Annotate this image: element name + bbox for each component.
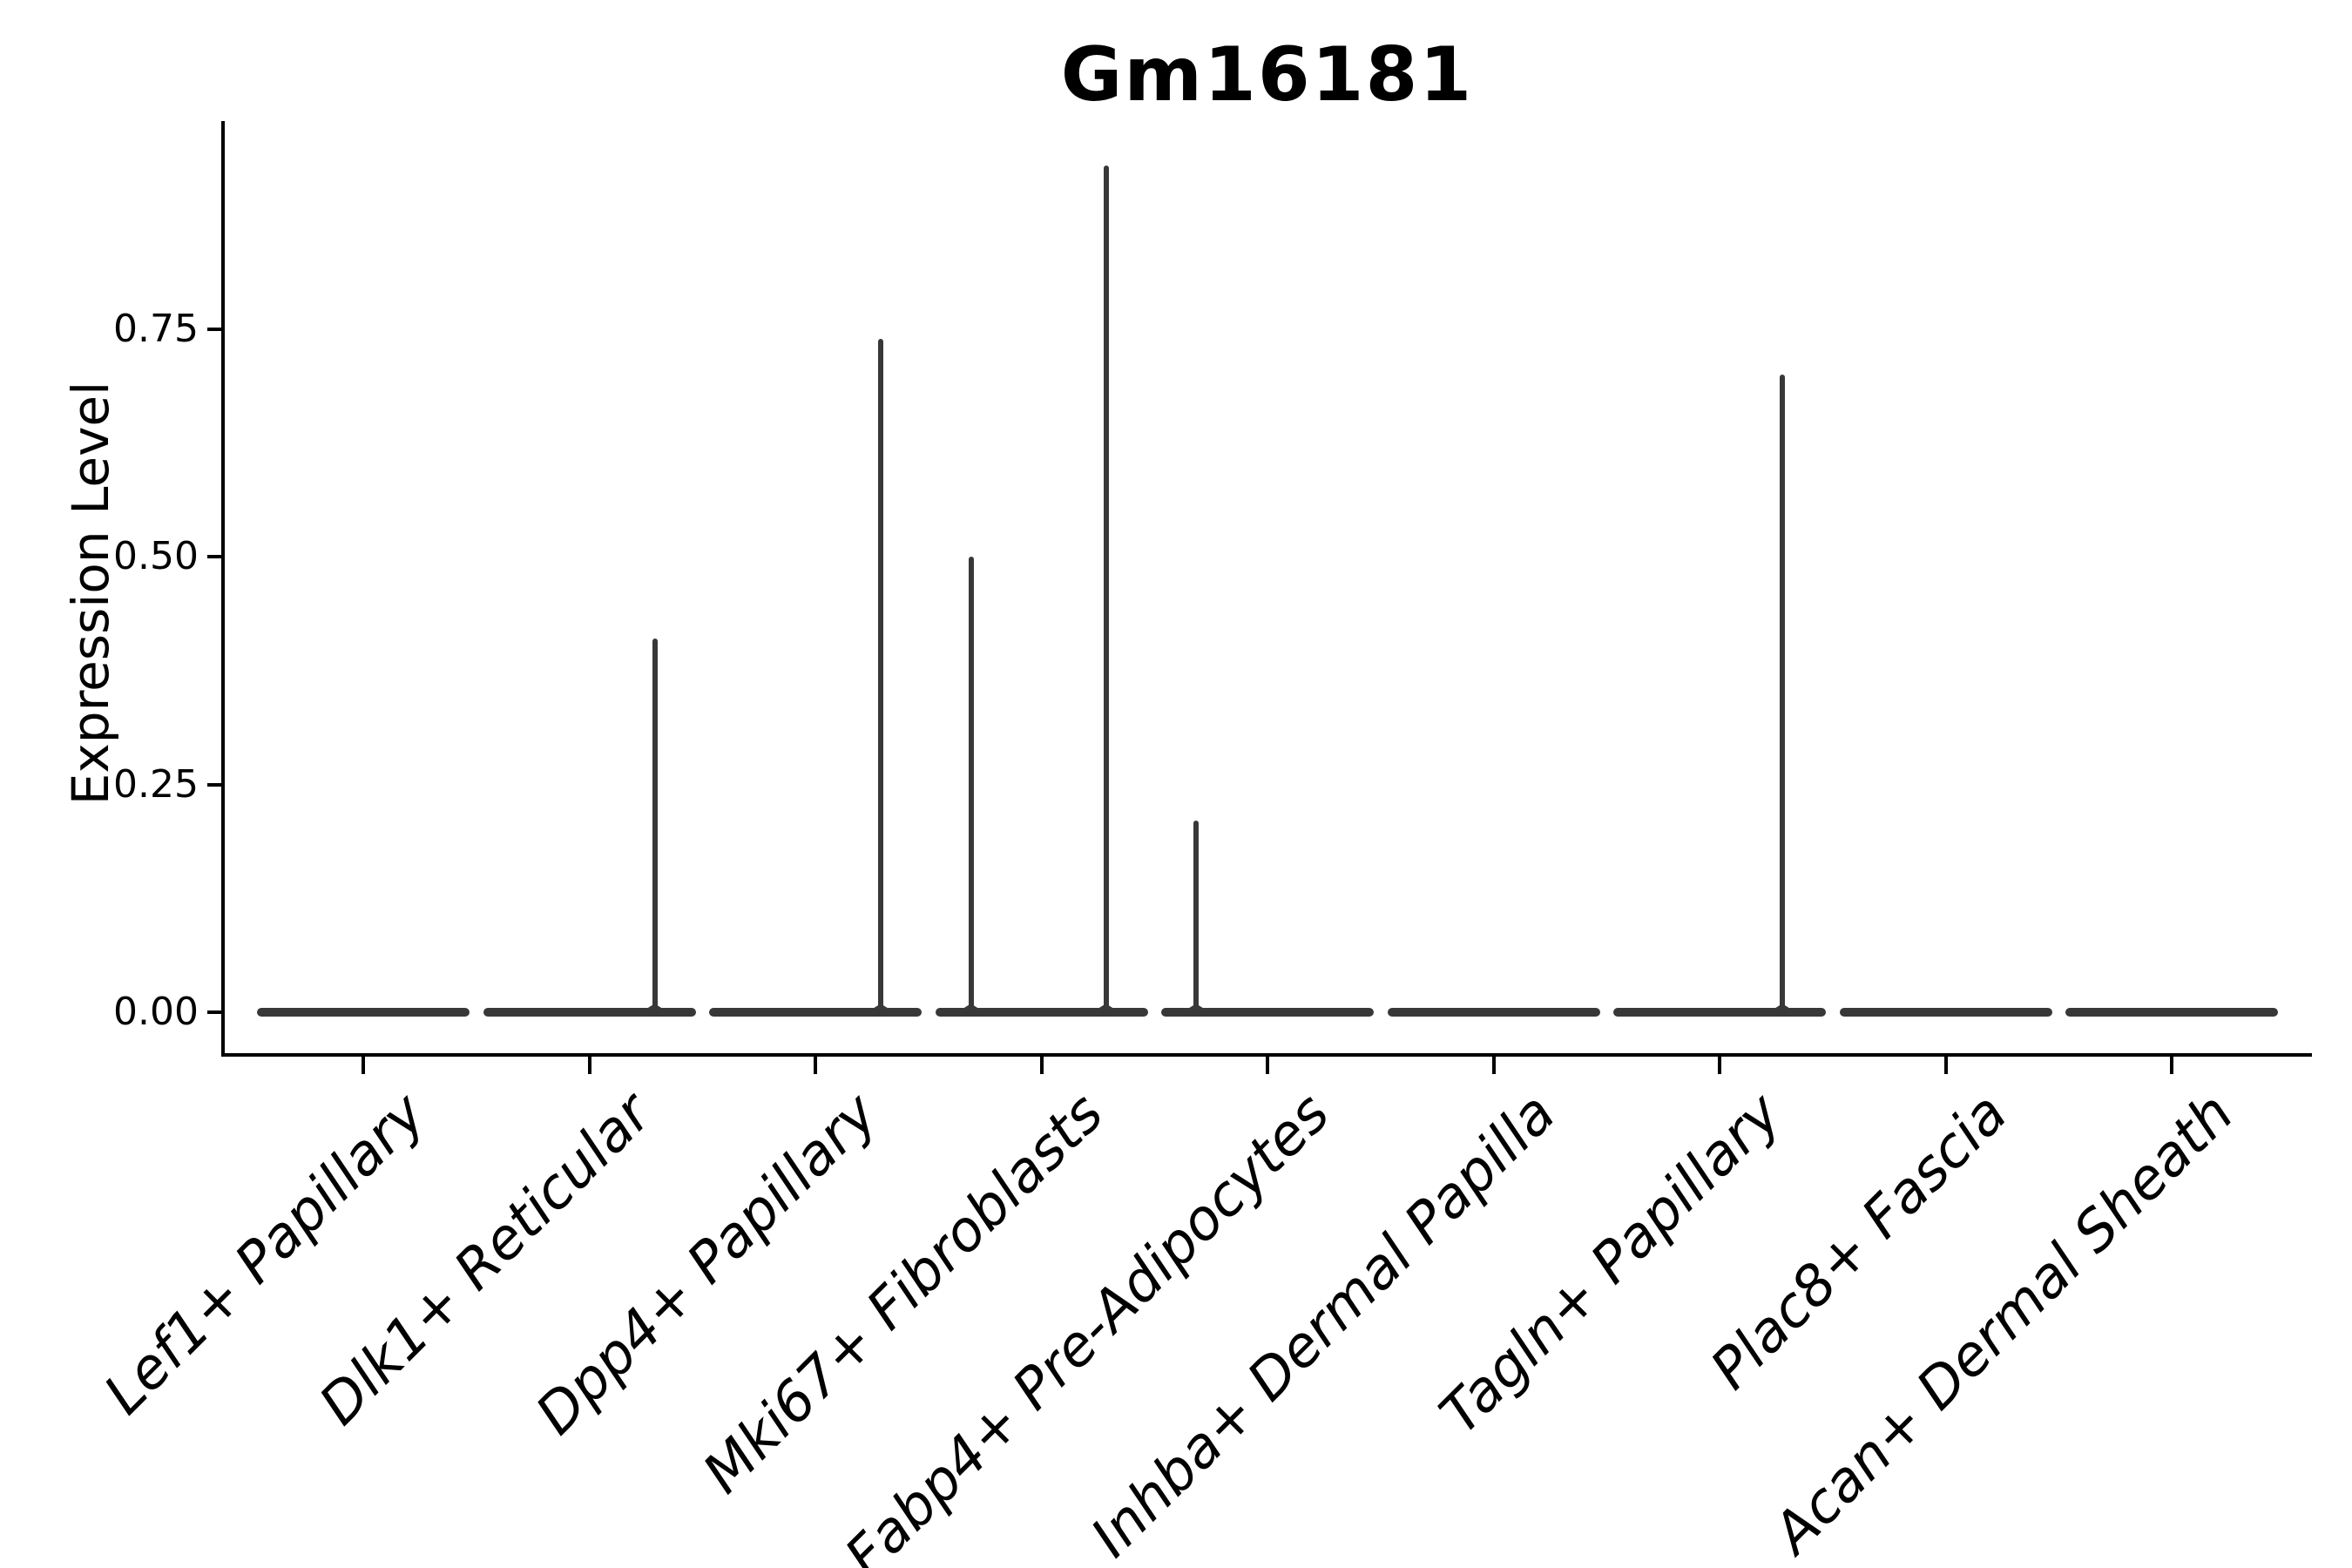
violin-spike bbox=[968, 557, 974, 1017]
violin-body bbox=[257, 1007, 470, 1017]
violin-body bbox=[1387, 1007, 1600, 1017]
x-axis-tick bbox=[1491, 1056, 1496, 1074]
plot-title: Gm16181 bbox=[1060, 31, 1474, 118]
violin-spike bbox=[1193, 821, 1199, 1017]
violin-body bbox=[2065, 1007, 2278, 1017]
x-axis-line bbox=[221, 1053, 2312, 1057]
y-axis-label: Expression Level bbox=[61, 381, 120, 806]
y-axis-tick bbox=[207, 782, 223, 787]
y-tick-label: 0.25 bbox=[113, 761, 199, 807]
y-tick-label: 0.00 bbox=[113, 989, 199, 1034]
violin-body bbox=[1161, 1007, 1374, 1017]
violin-spike bbox=[1780, 375, 1785, 1017]
violin-spike bbox=[1103, 166, 1109, 1017]
y-axis-tick bbox=[207, 555, 223, 559]
x-axis-tick bbox=[1718, 1056, 1721, 1074]
x-axis-tick bbox=[362, 1056, 365, 1074]
x-axis-tick bbox=[2170, 1056, 2173, 1074]
x-axis-tick bbox=[1266, 1056, 1269, 1074]
y-tick-label: 0.75 bbox=[113, 307, 199, 352]
x-axis-tick bbox=[587, 1056, 591, 1074]
x-tick-label-mki67: Mki67+ Fibroblasts bbox=[691, 1081, 1116, 1506]
x-axis-tick bbox=[1943, 1056, 1948, 1074]
violin-spike bbox=[878, 338, 883, 1017]
violin-body bbox=[709, 1007, 922, 1017]
violin-body bbox=[483, 1007, 696, 1017]
y-axis-tick bbox=[207, 1010, 223, 1014]
x-tick-label-inhba: Inhba+ Dermal Papilla bbox=[1078, 1081, 1568, 1568]
x-axis-tick bbox=[1039, 1056, 1044, 1074]
y-axis-tick bbox=[207, 328, 223, 332]
violin-body bbox=[1613, 1007, 1826, 1017]
y-tick-label: 0.50 bbox=[113, 534, 199, 579]
violin-body bbox=[935, 1007, 1148, 1017]
x-axis-tick bbox=[814, 1056, 817, 1074]
x-tick-label-acan: Acan+ Dermal Sheath bbox=[1761, 1081, 2247, 1566]
y-axis-line bbox=[221, 121, 225, 1057]
violin-body bbox=[1839, 1007, 2052, 1017]
violin-spike bbox=[652, 639, 658, 1017]
